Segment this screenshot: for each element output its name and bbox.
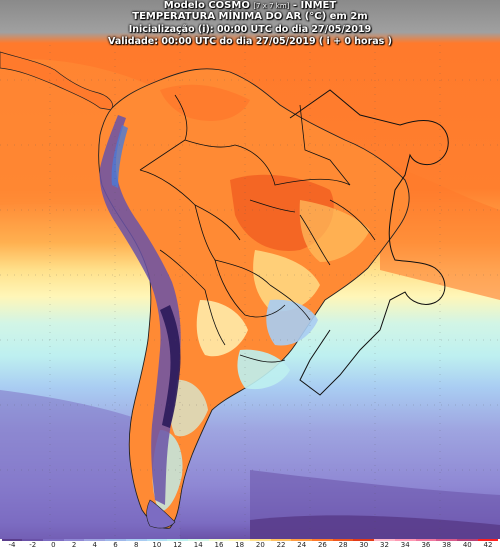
valid-time: Validade: 00:00 UTC do dia 27/05/2019 ( … — [108, 36, 392, 47]
colorbar-tick-label: 26 — [317, 541, 327, 549]
colorbar-swatch — [1, 539, 23, 541]
title-model: Modelo COSMO [7 x 7 km] - INMET — [0, 0, 500, 12]
colorbar — [0, 539, 500, 555]
colorbar-tick-label: 32 — [380, 541, 389, 549]
institute-name: - INMET — [292, 0, 337, 11]
model-resolution: [7 x 7 km] — [253, 2, 290, 10]
eez-boundary — [289, 89, 449, 396]
colorbar-tick-label: 38 — [442, 541, 452, 549]
init-time: Inicialização (i): 00:00 UTC do dia 27/0… — [128, 24, 372, 35]
colorbar-tick-label: 2 — [71, 541, 77, 549]
colorbar-tick-label: 30 — [359, 541, 369, 549]
model-name: Modelo COSMO — [163, 0, 250, 11]
colorbar-swatch — [436, 539, 457, 541]
colorbar-tick-label: 20 — [255, 541, 265, 549]
colorbar-swatch — [63, 539, 85, 541]
colorbar-swatch — [415, 539, 437, 541]
colorbar-swatch — [270, 539, 292, 541]
colorbar-swatch — [332, 539, 354, 541]
colorbar-tick-label: 12 — [173, 541, 183, 549]
colorbar-swatch — [43, 539, 64, 541]
colorbar-tick-label: 40 — [462, 541, 472, 549]
colorbar-swatch — [146, 539, 168, 541]
colorbar-swatch — [291, 539, 313, 541]
colorbar-swatch — [312, 539, 333, 541]
colorbar-swatch — [22, 539, 44, 541]
colorbar-tick-label: 16 — [214, 541, 224, 549]
country-borders — [139, 94, 376, 363]
colorbar-tick-label: 10 — [152, 541, 162, 549]
colorbar-tick-label: 14 — [193, 541, 203, 549]
colorbar-tick-label: 42 — [483, 541, 493, 549]
colorbar-swatch — [456, 539, 478, 541]
colorbar-tick-label: -4 — [8, 541, 16, 549]
colorbar-tick-label: 36 — [421, 541, 431, 549]
colorbar-tick-label: -2 — [29, 541, 37, 549]
colorbar-tick-label: 8 — [133, 541, 139, 549]
colorbar-swatch — [167, 539, 188, 541]
title-variable: TEMPERATURA MÍNIMA DO AR (°C) em 2m — [132, 11, 368, 22]
andes-cold-band — [99, 115, 181, 505]
colorbar-tick-label: 22 — [276, 541, 286, 549]
colorbar-swatch — [353, 539, 375, 541]
colorbar-swatch — [477, 539, 499, 541]
colorbar-tick-label: 24 — [297, 541, 307, 549]
colorbar-tick-label: 34 — [400, 541, 410, 549]
colorbar-swatch — [250, 539, 271, 541]
colorbar-swatch — [84, 539, 106, 541]
colorbar-swatch — [374, 539, 395, 541]
colorbar-swatch — [105, 539, 126, 541]
colorbar-swatch — [394, 539, 416, 541]
colorbar-swatch — [208, 539, 230, 541]
colorbar-tick-label: 6 — [113, 541, 118, 549]
colorbar-swatch — [229, 539, 250, 541]
colorbar-tick-label: 0 — [51, 541, 56, 549]
colorbar-tick-label: 4 — [92, 541, 98, 549]
colorbar-tick-label: 18 — [235, 541, 245, 549]
colorbar-swatch — [187, 539, 209, 541]
colorbar-swatch — [125, 539, 147, 541]
colorbar-tick-label: 28 — [338, 541, 348, 549]
